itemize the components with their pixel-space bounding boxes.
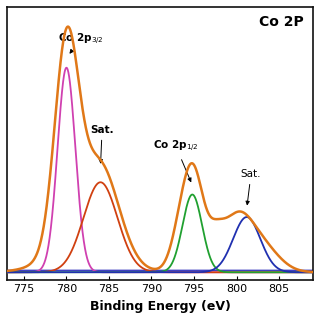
Text: Sat.: Sat. [241, 169, 261, 204]
Text: Sat.: Sat. [90, 125, 114, 163]
X-axis label: Binding Energy (eV): Binding Energy (eV) [90, 300, 230, 313]
Text: Co 2p$_{3/2}$: Co 2p$_{3/2}$ [58, 31, 104, 53]
Text: Co 2P: Co 2P [259, 15, 304, 29]
Text: Co 2p$_{1/2}$: Co 2p$_{1/2}$ [153, 139, 199, 181]
